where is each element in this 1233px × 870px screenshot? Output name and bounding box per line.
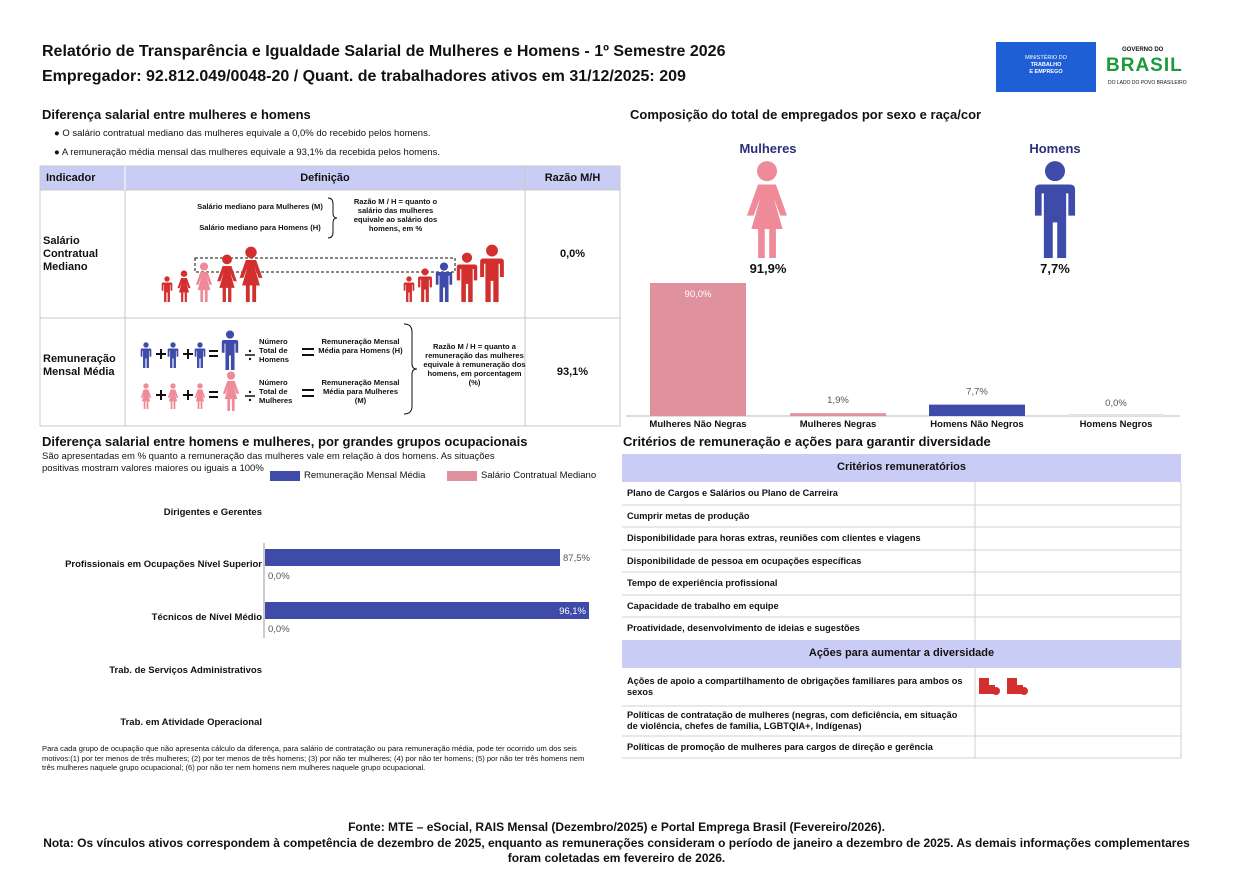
gov-logo-box (1106, 57, 1188, 77)
section-title: Critérios de remuneração e ações para ga… (623, 434, 991, 449)
section-title: Diferença salarial entre homens e mulher… (42, 434, 528, 449)
section-subtitle: São apresentadas em % quanto a remuneraç… (42, 451, 495, 474)
definition-text: Número Total de Mulheres (259, 378, 293, 405)
value-label: 87,5% (563, 553, 590, 564)
criterion: Capacidade de trabalho em equipe (627, 600, 779, 611)
section-title: Diferença salarial entre mulheres e home… (42, 107, 311, 122)
legend-swatch (447, 471, 477, 481)
ratio-note: Razão M / H = quanto o salário das mulhe… (353, 197, 438, 233)
category-label: Técnicos de Nível Médio (152, 612, 263, 623)
action: Ações de apoio a compartilhamento de obr… (627, 676, 963, 697)
group-label: Mulheres (739, 141, 797, 156)
bar (790, 413, 886, 416)
definition-text: Remuneração Mensal Média para Homens (H) (318, 337, 403, 355)
value-label: 0,0% (268, 571, 290, 582)
logo-line: MINISTÉRIO DO (1025, 55, 1067, 61)
ratio: 0,0% (559, 248, 586, 260)
definition-text: Número Total de Homens (259, 337, 289, 364)
group-share: 7,7% (1040, 261, 1070, 276)
value-label: 7,7% (966, 387, 988, 398)
footnote: Para cada grupo de ocupação que não apre… (42, 744, 585, 772)
ratio-note: Razão M / H = quanto a remuneração das m… (423, 342, 526, 387)
gov-top: GOVERNO DO (1122, 47, 1164, 53)
value-label: 90,0% (685, 289, 712, 300)
category-label: Mulheres Negras (800, 419, 877, 430)
gov-name: BRASIL (1106, 55, 1183, 76)
criterion: Disponibilidade de pessoa em ocupações e… (627, 555, 862, 566)
logo-line: TRABALHO (1030, 62, 1062, 68)
criterion: Proatividade, desenvolvimento de ideias … (627, 623, 860, 633)
section-title: Composição do total de empregados por se… (630, 107, 982, 122)
category-label: Mulheres Não Negras (649, 419, 746, 430)
table-header: Razão M/H (544, 172, 601, 184)
action: Políticas de promoção de mulheres para c… (627, 741, 933, 752)
report-subtitle: Empregador: 92.812.049/0048-20 / Quant. … (42, 68, 686, 85)
logo-line: E EMPREGO (1029, 69, 1063, 75)
category-label: Trab. em Atividade Operacional (120, 717, 262, 728)
women-figure (746, 161, 788, 258)
report-title: Relatório de Transparência e Igualdade S… (42, 43, 726, 60)
value-label: 0,0% (1105, 398, 1127, 409)
ratio: 93,1% (556, 366, 589, 378)
criteria-grid (622, 454, 1182, 759)
table-header: Indicador (46, 172, 96, 184)
category-label: Homens Negros (1080, 419, 1153, 430)
criterion: Tempo de experiência profissional (627, 578, 778, 588)
value-label: 96,1% (559, 606, 586, 617)
legend-label: Salário Contratual Mediano (481, 470, 597, 481)
note: Nota: Os vínculos ativos correspondem à … (43, 836, 1190, 865)
table-header: Ações para aumentar a diversidade (808, 647, 995, 659)
median-illustration (161, 197, 504, 302)
category-label: Profissionais em Ocupações Nível Superio… (65, 559, 262, 570)
ministry-logo (996, 42, 1096, 92)
indicator: Salário Contratual Mediano (43, 235, 98, 273)
criterion: Cumprir metas de produção (627, 510, 750, 521)
bar (265, 549, 561, 566)
criterion: Disponibilidade para horas extras, reuni… (627, 533, 921, 543)
category-label: Homens Não Negros (930, 419, 1023, 430)
definition-text: Salário mediano para Homens (H) (199, 223, 321, 232)
group-share: 91,9% (749, 261, 787, 276)
bullet-text: O salário contratual mediano das mulhere… (62, 128, 431, 139)
definition-text: Remuneração Mensal Média para Mulheres (… (321, 378, 400, 405)
table-header: Critérios remuneratórios (837, 461, 966, 473)
group-label: Homens (1029, 141, 1081, 156)
source: Fonte: MTE – eSocial, RAIS Mensal (Dezem… (348, 820, 885, 834)
legend-label: Remuneração Mensal Média (304, 470, 426, 481)
criterion: Plano de Cargos e Salários ou Plano de C… (627, 488, 838, 498)
action: Políticas de contratação de mulheres (ne… (627, 710, 958, 731)
legend-swatch (270, 471, 300, 481)
category-label: Dirigentes e Gerentes (164, 507, 262, 518)
value-label: 1,9% (827, 395, 849, 406)
ministry-text: MINISTÉRIO DO TRABALHO E EMPREGO (1016, 55, 1076, 76)
bullet: ● O salário contratual mediano das mulhe… (54, 128, 431, 139)
bar (265, 602, 589, 619)
salary-table-grid (39, 165, 621, 427)
definition-text: Salário mediano para Mulheres (M) (197, 202, 323, 211)
bar (929, 404, 1025, 416)
category-label: Trab. de Serviços Administrativos (109, 665, 262, 676)
bullet: ● A remuneração média mensal das mulhere… (54, 147, 440, 158)
men-figure (1034, 161, 1076, 258)
check-icons (979, 678, 1028, 695)
value-label: 0,0% (268, 624, 290, 635)
indicator: Remuneração Mensal Média (43, 353, 116, 378)
table-header: Definição (300, 172, 350, 184)
mean-illustration (140, 323, 418, 415)
gov-tagline: DO LADO DO POVO BRASILEIRO (1108, 80, 1187, 86)
bar-trace (1068, 414, 1164, 416)
bullet-text: A remuneração média mensal das mulheres … (61, 147, 440, 158)
bar (650, 283, 746, 416)
